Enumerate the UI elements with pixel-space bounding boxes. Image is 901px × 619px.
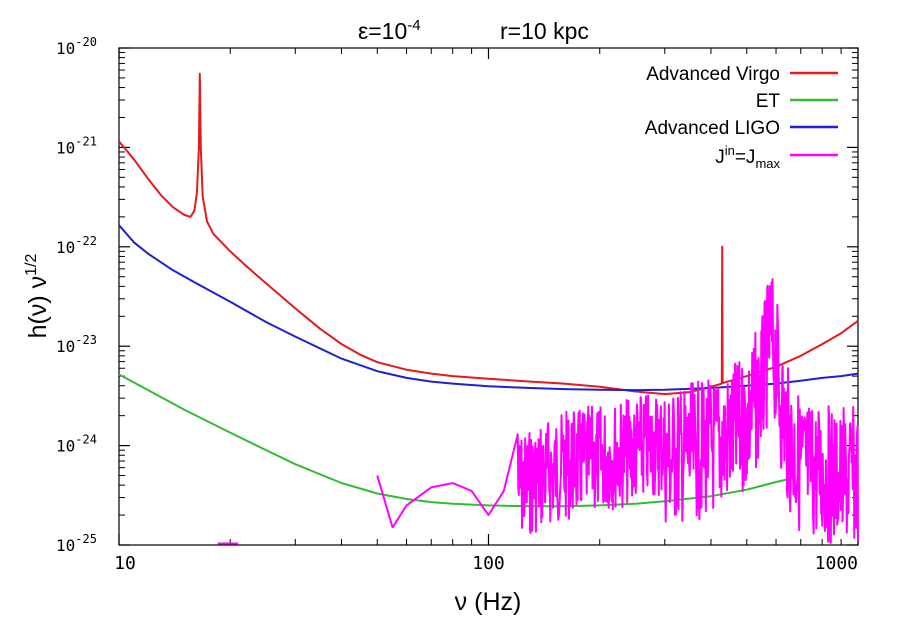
legend-entry-et: ET [756, 91, 838, 112]
series-line-advanced-virgo [118, 72, 859, 396]
legend-label-advanced-virgo: Advanced Virgo [646, 64, 780, 85]
title-epsilon-base: ε=10 [358, 18, 407, 44]
y-tick-label: 10-23 [56, 333, 97, 356]
series-line-advanced-ligo [118, 224, 859, 392]
legend-label-et: ET [756, 91, 781, 112]
y-axis-label: h(ν) ν1/2 [23, 254, 52, 339]
legend-entry-jin-jmax: Jin=Jmax [715, 143, 838, 171]
legend-j-sup: in [725, 143, 735, 158]
x-axis-ticks: 10 100 1000 [114, 48, 859, 574]
legend-label-advanced-ligo: Advanced LIGO [645, 118, 780, 139]
legend-j-sub: max [755, 156, 780, 171]
y-tick-label: 10-25 [56, 532, 97, 555]
series-layer [118, 72, 859, 545]
y-axis-ticks: 10-20 10-21 10-22 10-23 10-24 10-25 [56, 35, 858, 555]
y-tick-label: 10-24 [56, 433, 97, 456]
y-axis-label-exponent: 1/2 [23, 254, 40, 276]
legend-label-jin-jmax: Jin=Jmax [715, 143, 780, 171]
y-tick-label: 10-21 [56, 134, 97, 157]
chart-title-epsilon: ε=10-4 [358, 17, 421, 44]
y-axis-label-base: h(ν) ν [24, 276, 52, 339]
x-axis-label: ν (Hz) [455, 588, 522, 616]
legend-j: J [715, 147, 725, 168]
x-tick-label: 10 [114, 553, 136, 574]
legend-entry-advanced-ligo: Advanced LIGO [645, 118, 838, 139]
series-line-jin-jmax [217, 278, 859, 545]
legend: Advanced Virgo ET Advanced LIGO Jin=Jmax [645, 64, 838, 171]
title-epsilon-exponent: -4 [407, 17, 420, 34]
x-tick-label: 1000 [815, 553, 858, 574]
legend-eq-j: =J [735, 147, 756, 168]
x-tick-label: 100 [472, 553, 505, 574]
chart-title-distance: r=10 kpc [500, 18, 589, 44]
legend-entry-advanced-virgo: Advanced Virgo [646, 64, 838, 85]
y-tick-label: 10-22 [56, 234, 97, 257]
y-tick-label: 10-20 [56, 35, 97, 58]
